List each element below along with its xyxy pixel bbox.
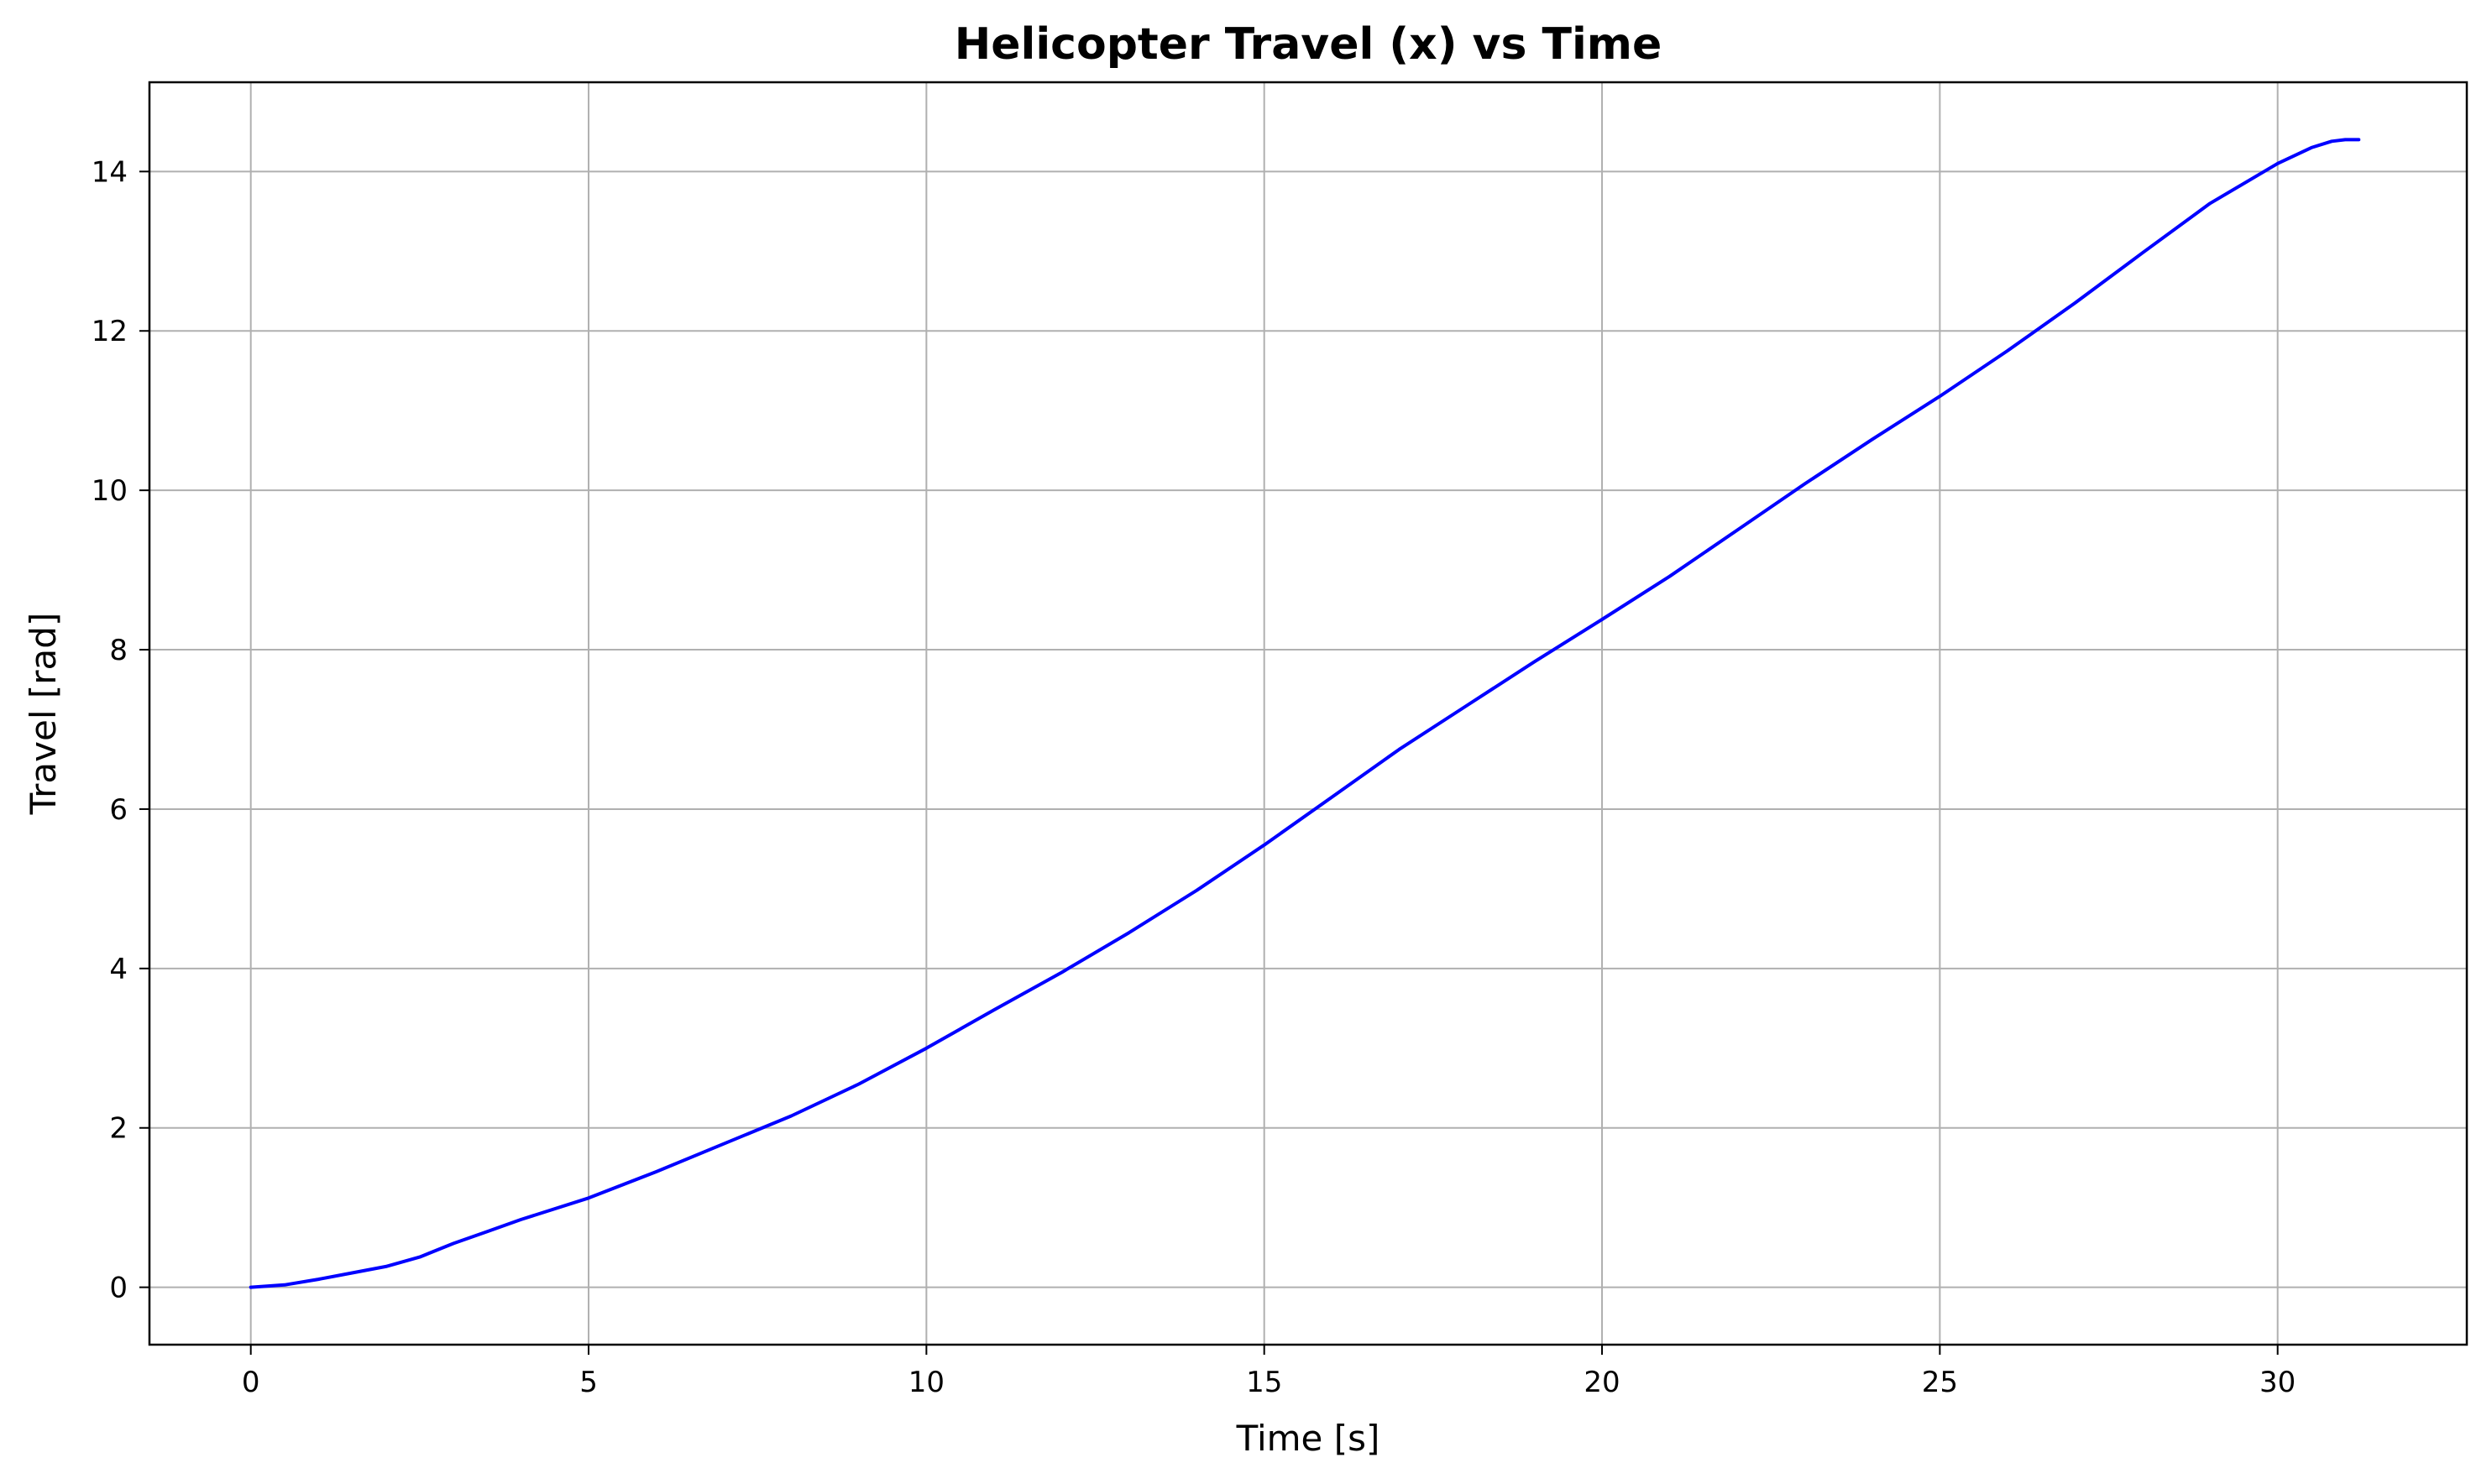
plot-frame [148,81,2468,1346]
x-tick-label: 0 [242,1366,260,1399]
y-tick-label: 4 [109,953,128,986]
ticks: 0 5 10 15 20 25 30 0 2 4 6 8 10 12 14 [92,155,2296,1399]
x-axis-label: Time [s] [1236,1418,1380,1459]
y-axis-label: Travel [rad] [23,613,64,816]
series-layer [249,138,2361,1289]
x-tick-label: 15 [1246,1366,1282,1399]
chart-title: Helicopter Travel (x) vs Time [955,19,1662,70]
y-tick-label: 6 [109,793,128,827]
y-tick-label: 0 [109,1272,128,1305]
y-tick-label: 10 [92,474,128,508]
x-tick-label: 20 [1584,1366,1620,1399]
grid [149,82,2467,1345]
y-tick-label: 14 [92,155,128,189]
x-tick-label: 30 [2259,1366,2296,1399]
x-tick-label: 10 [908,1366,945,1399]
y-tick-label: 2 [109,1112,128,1146]
x-tick-label: 25 [1922,1366,1958,1399]
x-tick-label: 5 [579,1366,598,1399]
y-tick-label: 12 [92,315,128,348]
y-tick-label: 8 [109,634,128,667]
series-line [249,138,2361,1289]
